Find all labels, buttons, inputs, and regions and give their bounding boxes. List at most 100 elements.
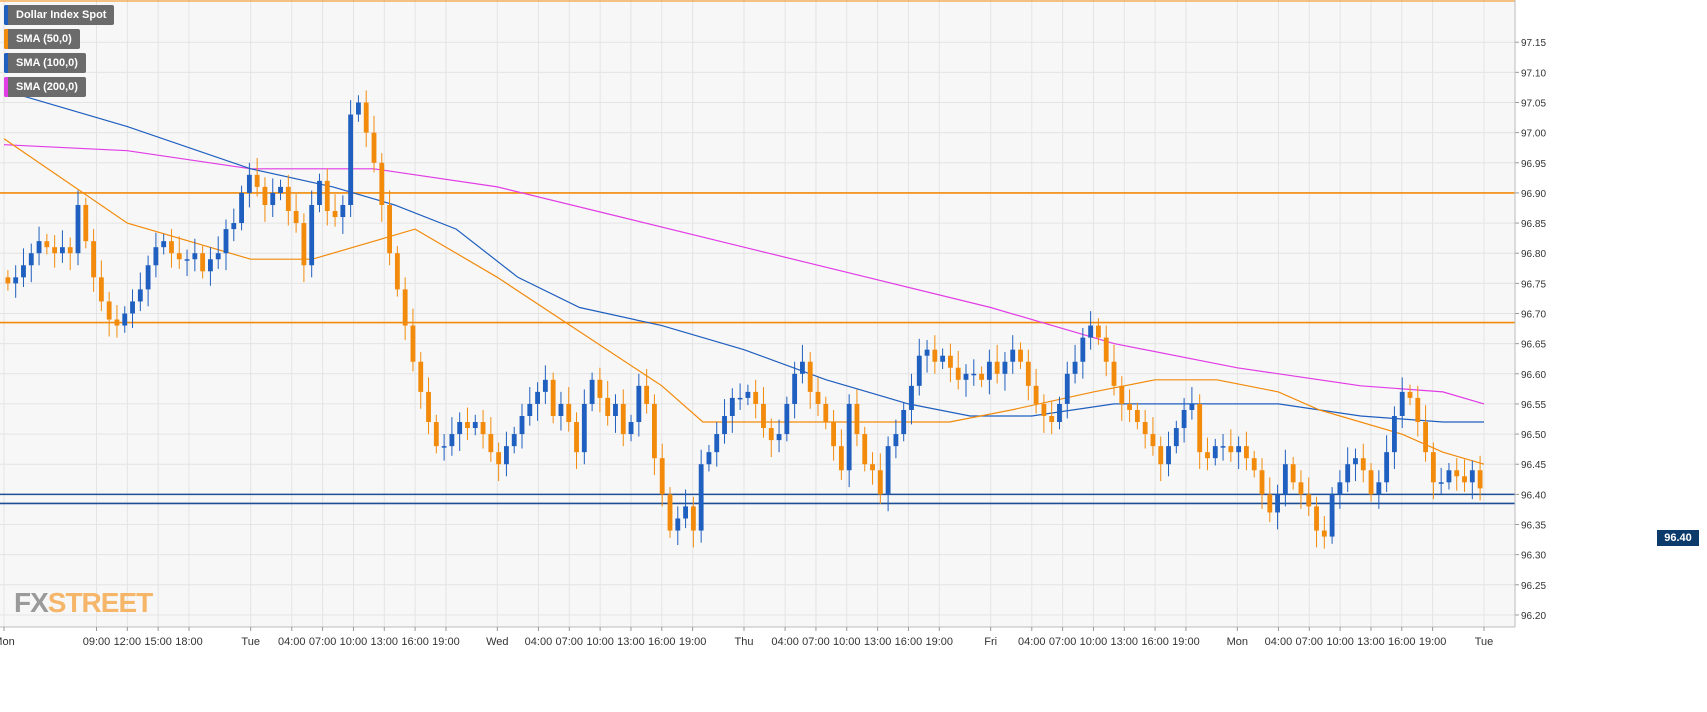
candle-body bbox=[192, 253, 198, 260]
candle-body bbox=[574, 422, 579, 453]
y-tick-label: 96.95 bbox=[1521, 159, 1546, 170]
candle-body bbox=[1392, 415, 1397, 453]
candle-body bbox=[130, 301, 135, 314]
candle-body bbox=[293, 211, 299, 224]
candle-body bbox=[309, 204, 315, 266]
candle-body bbox=[667, 494, 673, 531]
x-tick-label: 19:00 bbox=[926, 636, 954, 648]
candle-body bbox=[83, 204, 89, 242]
candle-body bbox=[324, 180, 330, 212]
legend-item-sma200[interactable]: SMA (200,0) bbox=[4, 77, 86, 97]
candle-body bbox=[1096, 325, 1101, 338]
x-tick-label: 04:00 bbox=[771, 636, 799, 648]
candle-body bbox=[776, 434, 782, 441]
candle-body bbox=[729, 397, 735, 416]
logo-fx: FX bbox=[14, 587, 49, 618]
legend-item-sma50[interactable]: SMA (50,0) bbox=[4, 29, 80, 49]
candle-body bbox=[737, 397, 743, 400]
x-tick-label: 10:00 bbox=[1326, 636, 1354, 648]
candle-body bbox=[208, 259, 213, 272]
candle-body bbox=[1353, 458, 1358, 465]
candle-body bbox=[1064, 373, 1070, 404]
candle-body bbox=[1438, 482, 1444, 484]
y-tick-label: 97.00 bbox=[1521, 129, 1546, 140]
x-tick-label: 16:00 bbox=[895, 636, 923, 648]
candle-body bbox=[542, 379, 548, 392]
legend-item-sma100[interactable]: SMA (100,0) bbox=[4, 53, 86, 73]
sma100-line bbox=[3, 89, 1484, 423]
legend-item-price[interactable]: Dollar Index Spot bbox=[4, 5, 115, 25]
candle-body bbox=[184, 259, 190, 261]
x-tick-label: 10:00 bbox=[340, 636, 368, 648]
candle-body bbox=[597, 379, 603, 398]
candle-body bbox=[1298, 482, 1304, 495]
candle-body bbox=[91, 241, 96, 278]
candle-body bbox=[979, 373, 984, 380]
x-tick-label: 07:00 bbox=[556, 636, 584, 648]
candle-body bbox=[706, 452, 712, 465]
candle-body bbox=[1407, 391, 1413, 398]
candle-body bbox=[1236, 446, 1242, 453]
candle-body bbox=[1057, 403, 1062, 423]
candle-body bbox=[5, 277, 11, 284]
x-tick-label: 15:00 bbox=[144, 636, 172, 648]
x-tick-label: 10:00 bbox=[586, 636, 614, 648]
candle-body bbox=[1454, 470, 1460, 477]
candle-body bbox=[1212, 446, 1218, 459]
candle-body bbox=[885, 446, 891, 495]
candle-body bbox=[1345, 464, 1351, 483]
y-tick-label: 96.60 bbox=[1521, 370, 1546, 381]
candle-body bbox=[1329, 494, 1335, 537]
candle-body bbox=[761, 403, 766, 429]
y-tick-label: 96.80 bbox=[1521, 249, 1546, 260]
legend-swatch bbox=[4, 53, 8, 73]
candle-body bbox=[652, 403, 657, 459]
x-tick-label: 18:00 bbox=[175, 636, 203, 648]
candle-body bbox=[714, 434, 720, 453]
candle-body bbox=[254, 174, 260, 187]
candle-body bbox=[98, 277, 104, 302]
legend: Dollar Index Spot SMA (50,0) SMA (100,0)… bbox=[4, 5, 115, 101]
x-tick-label: 13:00 bbox=[617, 636, 645, 648]
candle-body bbox=[1173, 428, 1179, 447]
x-axis: Mon09:0012:0015:0018:00Tue04:0007:0010:0… bbox=[0, 626, 1515, 648]
x-tick-label: 07:00 bbox=[1049, 636, 1077, 648]
candle-body bbox=[301, 223, 307, 266]
legend-swatch bbox=[4, 77, 8, 97]
candle-body bbox=[215, 253, 221, 260]
x-tick-label: 19:00 bbox=[1419, 636, 1447, 648]
candle-body bbox=[1469, 470, 1475, 483]
x-tick-label: 07:00 bbox=[309, 636, 337, 648]
candle-body bbox=[28, 253, 34, 266]
candle-body bbox=[1314, 506, 1319, 531]
candle-body bbox=[137, 289, 143, 302]
candle-body bbox=[13, 277, 19, 284]
candle-body bbox=[223, 229, 229, 254]
candle-body bbox=[558, 403, 564, 416]
candle-body bbox=[1399, 391, 1405, 416]
candle-body bbox=[496, 452, 502, 465]
candle-body bbox=[698, 464, 704, 531]
candle-body bbox=[356, 102, 361, 115]
candle-body bbox=[745, 391, 751, 398]
candle-body bbox=[161, 241, 167, 248]
x-tick-label: 12:00 bbox=[114, 636, 142, 648]
candle-body bbox=[963, 373, 969, 380]
candle-body bbox=[200, 253, 206, 272]
candle-body bbox=[1360, 458, 1366, 471]
candle-body bbox=[472, 422, 478, 429]
candle-body bbox=[21, 265, 26, 278]
candle-body bbox=[1205, 452, 1210, 459]
candle-body bbox=[1251, 458, 1257, 471]
candle-body bbox=[169, 241, 174, 254]
x-tick-label: 09:00 bbox=[83, 636, 111, 648]
y-tick-label: 96.55 bbox=[1521, 400, 1546, 411]
candle-body bbox=[36, 241, 42, 254]
x-tick-label: 13:00 bbox=[1111, 636, 1139, 648]
x-tick-label: 16:00 bbox=[401, 636, 429, 648]
candle-body bbox=[550, 379, 556, 416]
candle-body bbox=[75, 204, 81, 254]
candle-body bbox=[971, 373, 977, 376]
candle-body bbox=[1477, 470, 1483, 489]
candle-body bbox=[831, 422, 836, 447]
